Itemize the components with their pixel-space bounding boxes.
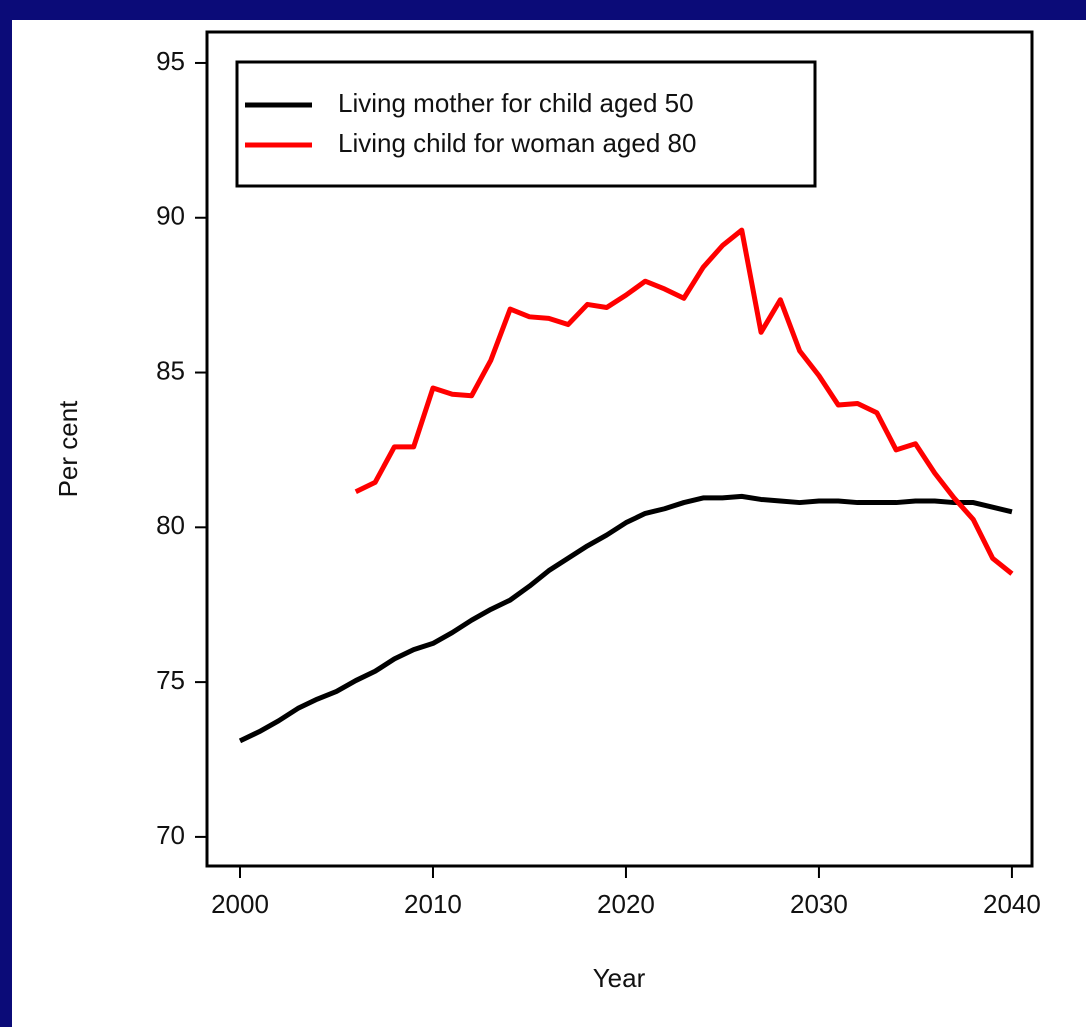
y-tick-label: 70 — [156, 820, 185, 850]
y-tick-label: 95 — [156, 46, 185, 76]
x-tick-label: 2010 — [404, 889, 462, 919]
x-tick-label: 2020 — [597, 889, 655, 919]
x-tick-label: 2000 — [211, 889, 269, 919]
y-tick-label: 85 — [156, 355, 185, 385]
x-axis-label: Year — [593, 963, 646, 993]
series-line — [238, 493, 1013, 744]
legend-box — [235, 60, 817, 188]
x-tick-label: 2030 — [790, 889, 848, 919]
legend-label: Living mother for child aged 50 — [338, 88, 694, 118]
y-axis-label: Per cent — [53, 400, 83, 498]
x-tick-label: 2040 — [983, 889, 1041, 919]
plot-frame — [205, 30, 1034, 868]
y-tick-label: 80 — [156, 510, 185, 540]
series-line — [354, 227, 1014, 576]
panel — [12, 20, 1086, 1027]
y-tick-label: 90 — [156, 201, 185, 231]
y-tick-label: 75 — [156, 665, 185, 695]
legend-label: Living child for woman aged 80 — [338, 128, 696, 158]
